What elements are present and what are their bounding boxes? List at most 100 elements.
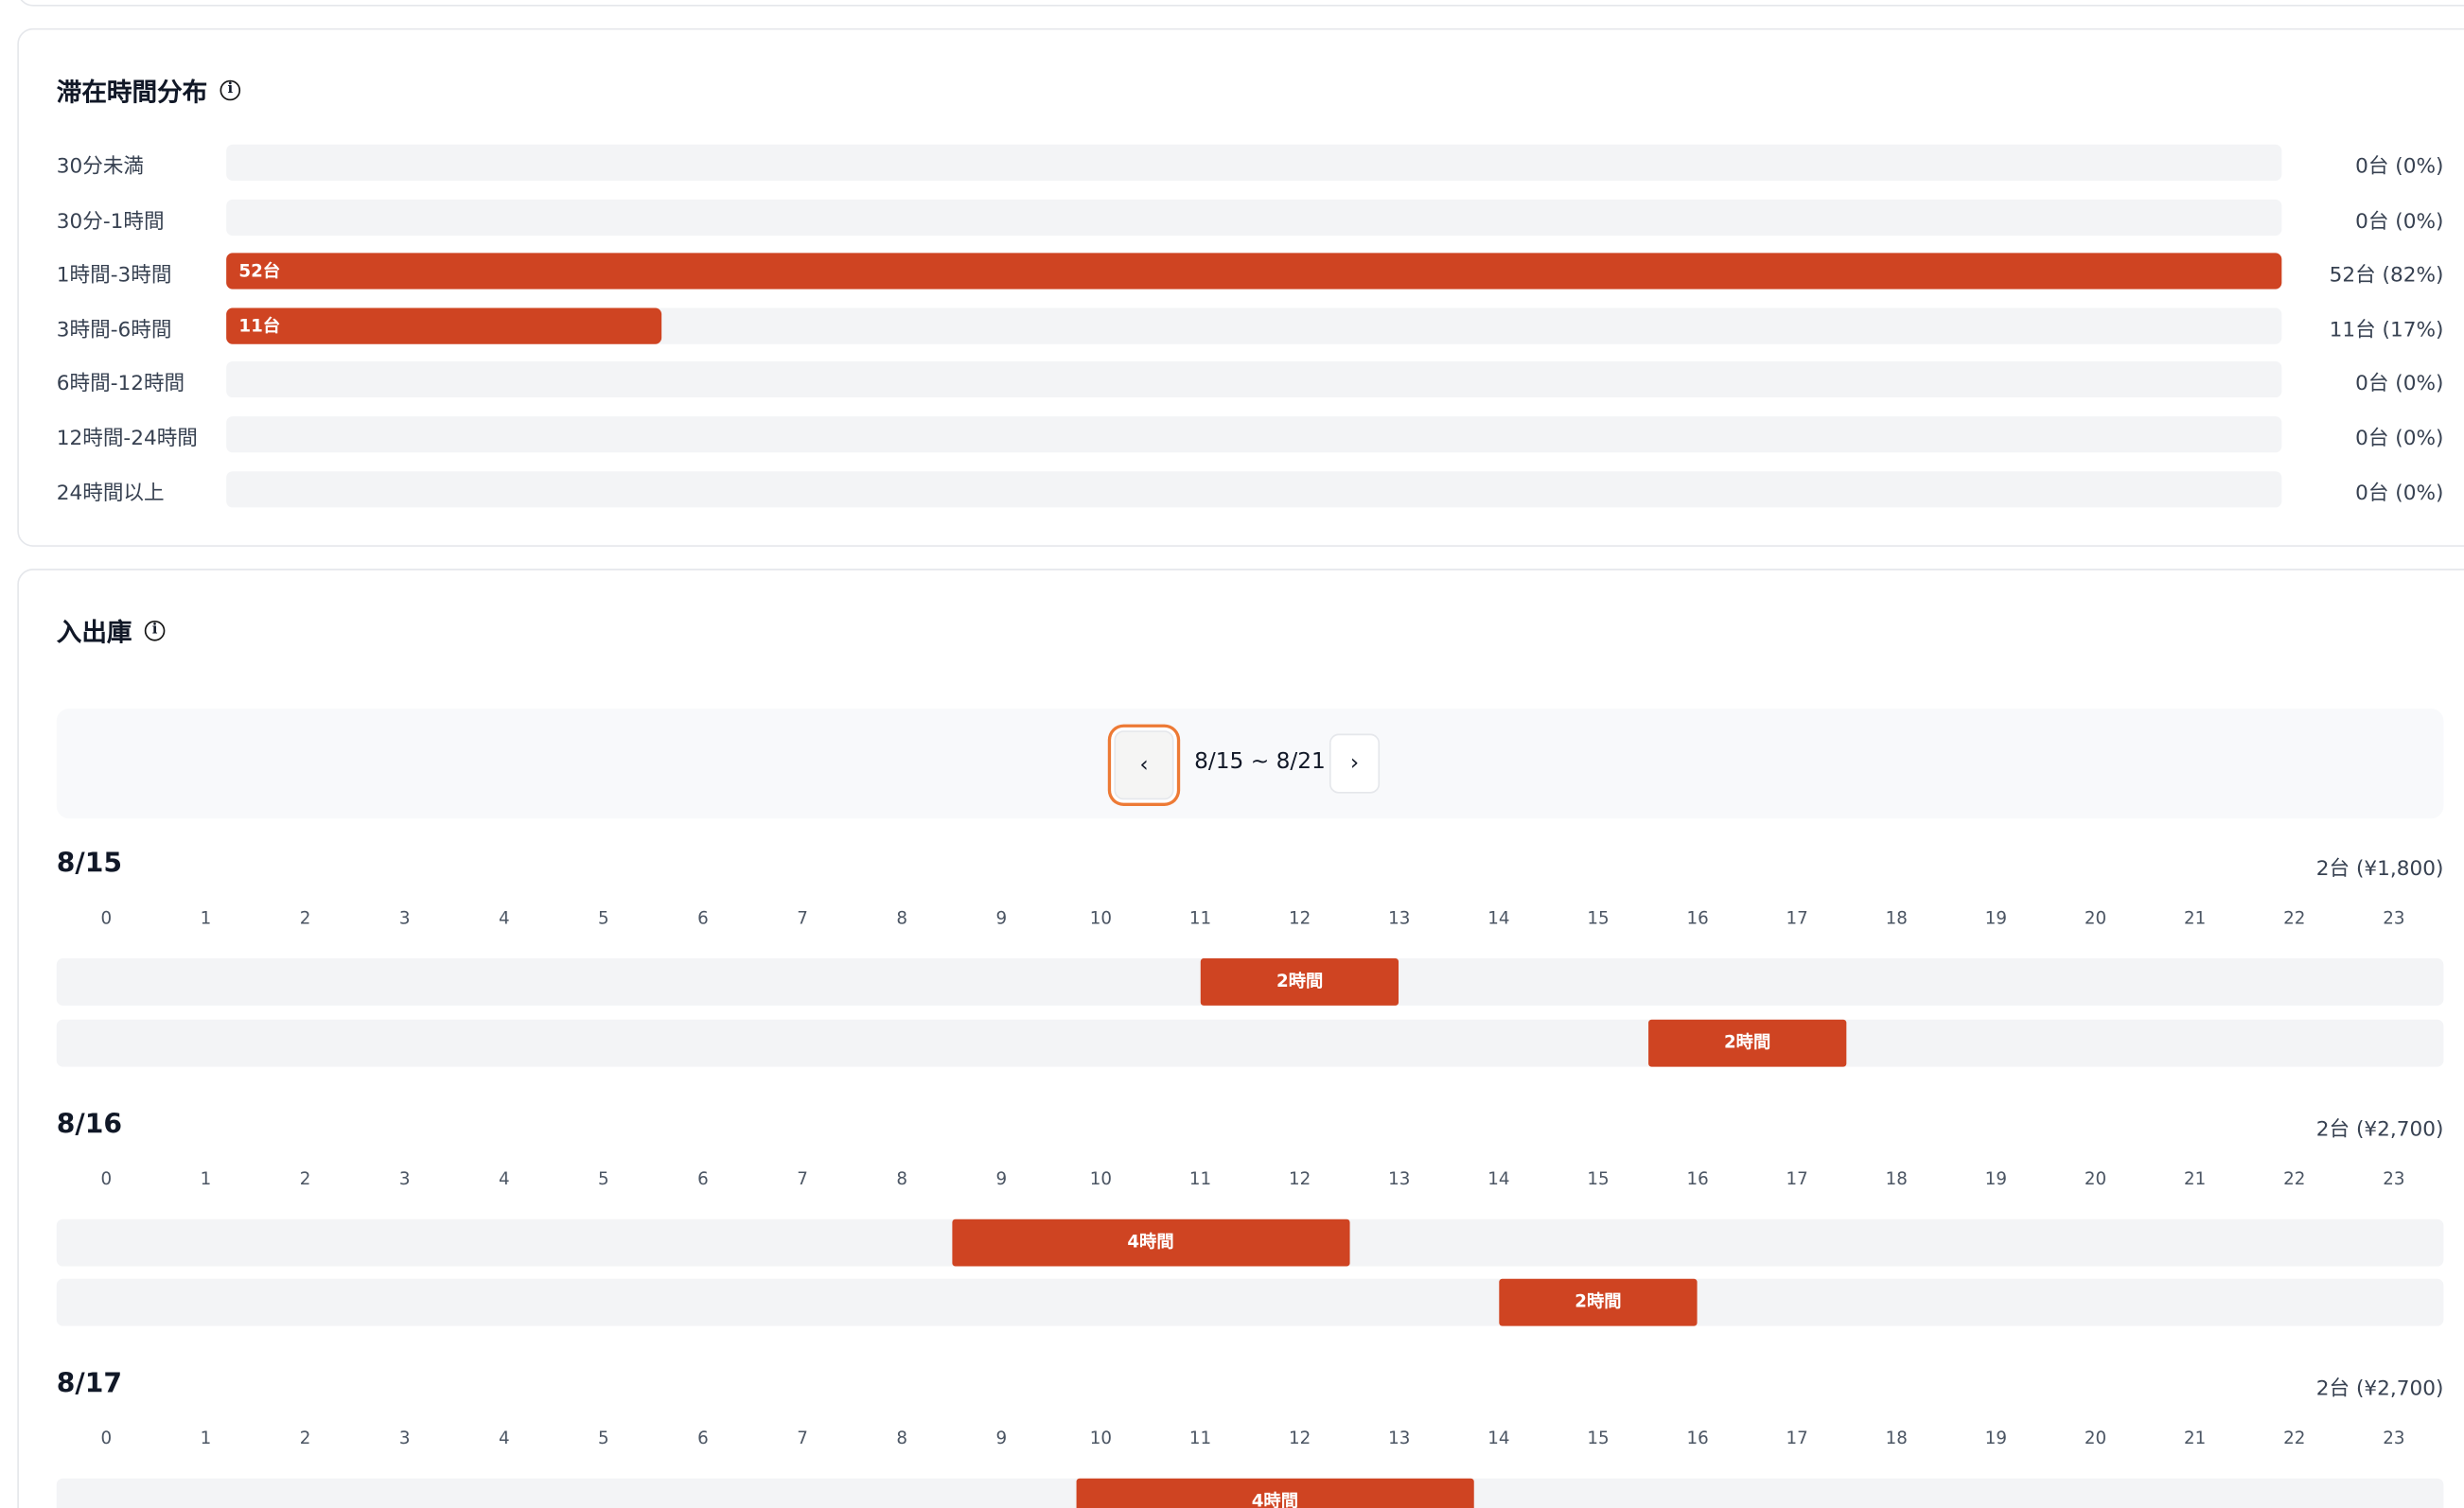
chevron-right-icon: › xyxy=(1349,750,1360,777)
stay-bar[interactable]: 4時間 xyxy=(951,1218,1350,1266)
row-label: 3時間-6時間 xyxy=(56,318,172,342)
row-value: 0台 (0%) xyxy=(2355,209,2444,234)
row-value: 0台 (0%) xyxy=(2355,155,2444,180)
hour-tick-label: 20 xyxy=(2084,907,2107,929)
info-icon[interactable]: i xyxy=(220,79,241,100)
hour-tick-label: 1 xyxy=(200,1167,212,1189)
week-navigator: ‹ 8/15 ~ 8/21 › xyxy=(56,708,2444,819)
stay-distribution-title: 滞在時間分布 i xyxy=(56,71,241,109)
stay-track: 4時間 xyxy=(56,1478,2444,1508)
hour-tick-label: 23 xyxy=(2383,1428,2405,1449)
row-label: 30分未満 xyxy=(56,155,145,180)
hour-tick-label: 18 xyxy=(1885,1167,1908,1189)
hour-tick-label: 9 xyxy=(995,1167,1008,1189)
bar-track xyxy=(226,470,2282,507)
stay-track: 4時間 xyxy=(56,1218,2444,1266)
distribution-row: 30分未満 0台 (0%) xyxy=(56,144,2444,181)
hour-tick-label: 19 xyxy=(1984,1428,2008,1449)
next-week-button[interactable]: › xyxy=(1329,733,1381,794)
hour-tick-label: 12 xyxy=(1289,1428,1311,1449)
hour-tick-label: 8 xyxy=(896,1428,908,1449)
hour-tick-label: 18 xyxy=(1885,907,1908,929)
hour-tick-label: 21 xyxy=(2183,1428,2207,1449)
hour-tick-label: 19 xyxy=(1984,1167,2008,1189)
row-label: 12時間-24時間 xyxy=(56,427,198,451)
distribution-row: 12時間-24時間 0台 (0%) xyxy=(56,416,2444,453)
hour-tick-label: 0 xyxy=(100,1428,113,1449)
hour-tick-label: 18 xyxy=(1885,1428,1908,1449)
hour-tick-label: 5 xyxy=(598,907,609,929)
prev-week-button[interactable]: ‹ xyxy=(1114,730,1174,800)
hour-tick-label: 13 xyxy=(1388,1428,1411,1449)
stay-bar[interactable]: 2時間 xyxy=(1647,1018,1847,1066)
stay-distribution-card: 滞在時間分布 i 30分未満 0台 (0%) 30分-1時間 0台 (0%) 1時間-3… xyxy=(17,27,2464,547)
info-icon[interactable]: i xyxy=(144,620,166,640)
hour-tick-label: 0 xyxy=(100,907,113,929)
hour-tick-label: 10 xyxy=(1089,907,1113,929)
hour-tick-label: 6 xyxy=(697,1428,709,1449)
hour-tick-label: 7 xyxy=(797,1428,808,1449)
hour-tick-label: 1 xyxy=(200,1428,212,1449)
hour-tick-label: 2 xyxy=(299,907,311,929)
stay-track: 2時間 xyxy=(56,1018,2444,1066)
hour-tick-label: 16 xyxy=(1686,1428,1709,1449)
row-label: 6時間-12時間 xyxy=(56,373,185,397)
hour-tick-label: 14 xyxy=(1487,1428,1510,1449)
row-value: 0台 (0%) xyxy=(2355,427,2444,451)
hour-tick-label: 2 xyxy=(299,1428,311,1449)
previous-card xyxy=(17,0,2464,7)
bar-track xyxy=(226,144,2282,181)
hour-tick-label: 3 xyxy=(398,907,411,929)
day-summary: 2台 (¥1,800) xyxy=(2315,857,2444,882)
hour-tick-label: 22 xyxy=(2283,907,2306,929)
hour-tick-label: 17 xyxy=(1786,1167,1808,1189)
hour-tick-label: 19 xyxy=(1984,907,2008,929)
hour-tick-label: 16 xyxy=(1686,1167,1709,1189)
stay-bar[interactable]: 2時間 xyxy=(1498,1278,1698,1326)
stay-bar[interactable]: 2時間 xyxy=(1200,958,1399,1006)
chevron-left-icon: ‹ xyxy=(1139,752,1149,779)
hour-tick-label: 20 xyxy=(2084,1167,2107,1189)
hour-tick-label: 8 xyxy=(896,1167,908,1189)
day-date: 8/17 xyxy=(56,1368,123,1400)
row-label: 30分-1時間 xyxy=(56,209,165,234)
hour-tick-label: 12 xyxy=(1289,1167,1311,1189)
hour-tick-label: 13 xyxy=(1388,907,1411,929)
hour-tick-label: 6 xyxy=(697,1167,709,1189)
hour-tick-label: 7 xyxy=(797,1167,808,1189)
row-value: 52台 (82%) xyxy=(2329,264,2444,289)
hour-tick-label: 14 xyxy=(1487,1167,1510,1189)
row-value: 0台 (0%) xyxy=(2355,482,2444,506)
hour-tick-label: 21 xyxy=(2183,1167,2207,1189)
bar-track xyxy=(226,416,2282,453)
row-label: 24時間以上 xyxy=(56,482,165,506)
hour-tick-label: 23 xyxy=(2383,1167,2405,1189)
distribution-row: 6時間-12時間 0台 (0%) xyxy=(56,361,2444,398)
hour-tick-label: 2 xyxy=(299,1167,311,1189)
hour-tick-label: 3 xyxy=(398,1167,411,1189)
hour-tick-label: 9 xyxy=(995,1428,1008,1449)
hour-tick-label: 11 xyxy=(1188,1167,1212,1189)
row-value: 11台 (17%) xyxy=(2329,318,2444,342)
hour-tick-label: 23 xyxy=(2383,907,2405,929)
hour-tick-label: 4 xyxy=(498,1167,510,1189)
hour-tick-label: 8 xyxy=(896,907,908,929)
card-title: 滞在時間分布 xyxy=(56,77,208,107)
hour-tick-label: 7 xyxy=(797,907,808,929)
hour-tick-label: 15 xyxy=(1587,1428,1610,1449)
row-label: 1時間-3時間 xyxy=(56,264,172,289)
bar-track: 52台 xyxy=(226,253,2282,289)
hour-tick-label: 0 xyxy=(100,1167,113,1189)
hour-tick-label: 16 xyxy=(1686,907,1709,929)
bar-track xyxy=(226,361,2282,398)
hour-tick-label: 22 xyxy=(2283,1167,2306,1189)
stay-track: 2時間 xyxy=(56,1278,2444,1326)
hour-tick-label: 15 xyxy=(1587,907,1610,929)
hour-tick-label: 3 xyxy=(398,1428,411,1449)
day-summary: 2台 (¥2,700) xyxy=(2315,1117,2444,1142)
hour-tick-label: 5 xyxy=(598,1167,609,1189)
stay-bar[interactable]: 4時間 xyxy=(1076,1478,1474,1508)
hour-tick-label: 1 xyxy=(200,907,212,929)
bar-track xyxy=(226,199,2282,236)
day-date: 8/15 xyxy=(56,848,123,880)
